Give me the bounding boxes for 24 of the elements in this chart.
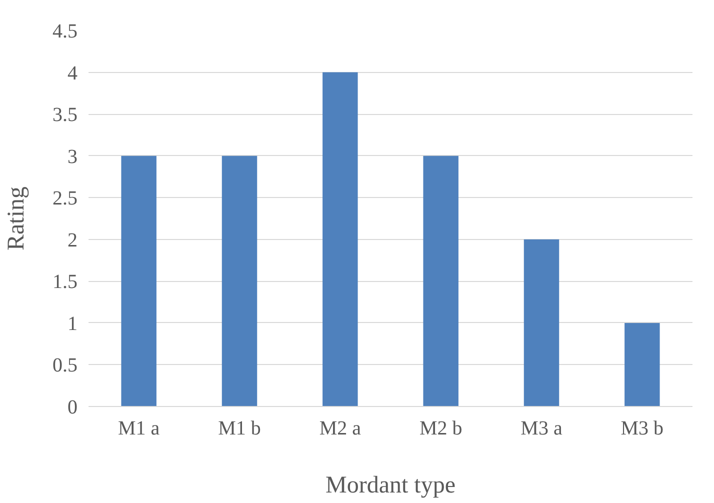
bar xyxy=(624,322,660,406)
y-tick-label: 2 xyxy=(68,229,78,252)
y-tick-label: 3.5 xyxy=(52,104,78,126)
x-tick-label: M2 a xyxy=(319,418,362,440)
x-tick-label: M3 a xyxy=(520,418,562,440)
y-tick-label: 1.5 xyxy=(52,271,78,294)
y-tick-label: 4 xyxy=(68,62,78,84)
y-tick-label: 0 xyxy=(68,396,78,418)
bar xyxy=(322,72,358,406)
x-axis-title: Mordant type xyxy=(326,472,456,498)
y-axis-title: Rating xyxy=(4,186,30,250)
y-tick-label: 3 xyxy=(68,146,78,168)
x-tick-label: M1 b xyxy=(218,418,261,440)
x-tick-label: M1 a xyxy=(118,418,160,440)
bar xyxy=(524,239,560,406)
x-tick-label: M3 b xyxy=(620,418,664,440)
y-tick-label: 2.5 xyxy=(52,188,78,210)
y-tick-label: 1 xyxy=(68,312,78,335)
y-tick-label: 0.5 xyxy=(52,354,78,377)
bar xyxy=(121,156,156,406)
x-tick-label: M2 b xyxy=(419,418,462,440)
bar xyxy=(222,156,258,406)
y-tick-label: 4.5 xyxy=(52,20,78,42)
bar xyxy=(423,156,458,406)
